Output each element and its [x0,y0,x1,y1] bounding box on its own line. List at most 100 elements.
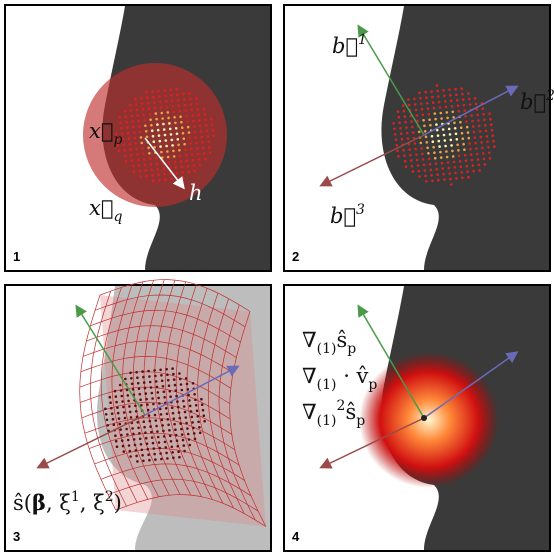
point [138,432,141,435]
point [143,114,146,117]
point [161,424,164,427]
point [440,112,443,115]
point [435,162,438,165]
point [192,120,195,123]
point [177,406,180,409]
point [163,391,166,394]
point [404,121,407,124]
point [453,122,456,125]
point [163,396,166,399]
point [136,153,139,156]
point [140,136,143,139]
point [155,425,158,428]
point [187,388,190,391]
point [161,380,164,383]
point [144,125,147,128]
point [140,404,143,407]
point [146,136,149,139]
point [149,113,152,116]
point [126,126,129,129]
point [438,145,441,148]
point [461,177,464,180]
point [410,120,413,123]
point [466,126,469,129]
point [167,111,170,114]
point [450,100,453,103]
point [426,102,429,105]
point [415,153,418,156]
point [117,150,120,153]
point [151,397,154,400]
point [456,99,459,102]
point [204,119,207,122]
point [157,168,160,171]
point [155,380,158,383]
point [166,106,169,109]
point [451,105,454,108]
label-part: 2 [105,489,114,505]
point [454,166,457,169]
point [164,95,167,98]
point [186,427,189,430]
label-part: (1) [317,377,337,393]
point [188,399,191,402]
point [170,94,173,97]
point [149,118,152,121]
label-part: · v̂ [337,364,369,388]
point [135,371,138,374]
point [161,112,164,115]
point [168,122,171,125]
point [458,155,461,158]
point [450,144,453,147]
point [462,137,465,140]
point [148,152,151,155]
label-part: ŝ( [13,491,32,515]
point [184,411,187,414]
point [164,134,167,137]
point [189,137,192,140]
point [437,134,440,137]
point [159,145,162,148]
point [478,125,481,128]
point [213,134,216,137]
point [198,119,201,122]
point [488,112,491,115]
point [469,148,472,151]
point [158,134,161,137]
point [124,154,127,157]
point [138,387,141,390]
point [152,442,155,445]
point [132,126,135,129]
point [462,98,465,101]
point [209,152,212,155]
point [450,183,453,186]
point [146,96,149,99]
point [177,99,180,102]
point [486,135,489,138]
point [408,104,411,107]
point [160,374,163,377]
point [415,109,418,112]
point [438,101,441,104]
point [194,438,197,441]
point [401,138,404,141]
point [178,411,181,414]
label-part: p [113,132,122,148]
point [185,422,188,425]
point [467,131,470,134]
point [154,458,157,461]
point [158,441,161,444]
point [457,149,460,152]
point [437,95,440,98]
point [184,104,187,107]
point [485,130,488,133]
point [487,146,490,149]
point [439,151,442,154]
point [165,446,168,449]
point [158,402,161,405]
point [198,158,201,161]
point [174,428,177,431]
point [162,385,165,388]
point [436,173,439,176]
point [172,412,175,415]
